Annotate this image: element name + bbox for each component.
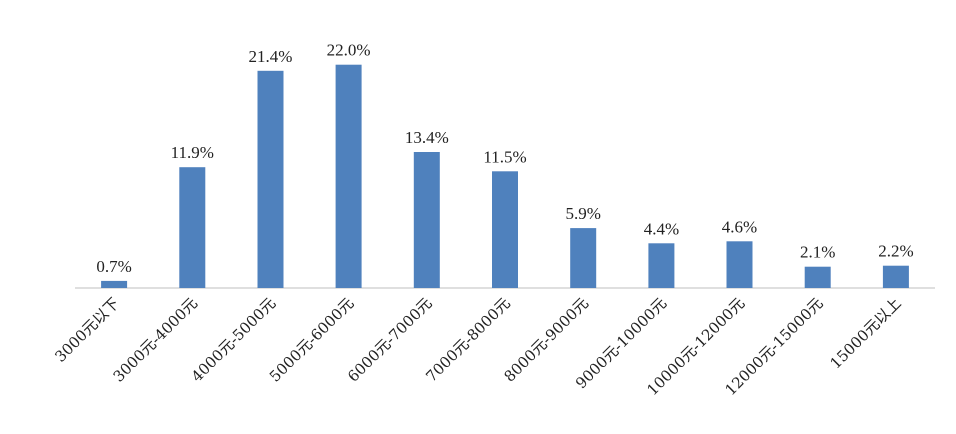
category-tick-label-10: 15000元以上: [826, 294, 904, 372]
value-label-4: 13.4%: [405, 128, 449, 147]
bar-7: [648, 243, 675, 288]
value-label-10: 2.2%: [878, 242, 913, 261]
bar-1: [179, 167, 206, 288]
category-tick-label-5: 7000元-8000元: [422, 294, 514, 386]
bar-10: [882, 265, 909, 288]
bar-8: [726, 241, 753, 288]
value-label-8: 4.6%: [722, 217, 757, 236]
value-label-3: 22.0%: [327, 41, 371, 60]
value-label-1: 11.9%: [171, 143, 214, 162]
value-label-9: 2.1%: [800, 243, 835, 262]
bar-6: [570, 228, 597, 288]
value-labels-group: 0.7% 11.9% 21.4% 22.0% 13.4% 11.5% 5.9% 4.4% 4.6…: [96, 41, 913, 276]
value-label-6: 5.9%: [565, 204, 600, 223]
bars-group: [101, 64, 909, 288]
category-tick-label-6: 8000元-9000元: [501, 294, 593, 386]
bar-5: [492, 171, 518, 288]
category-tick-label-0: 3000元以下: [51, 294, 123, 366]
value-label-0: 0.7%: [96, 257, 131, 276]
bar-2: [257, 70, 284, 288]
bar-4: [413, 152, 440, 288]
value-label-7: 4.4%: [644, 219, 679, 238]
bar-0: [101, 280, 128, 288]
category-tick-label-1: 3000元-4000元: [110, 294, 202, 386]
bar-3: [335, 64, 362, 288]
category-tick-label-3: 5000元-6000元: [266, 294, 358, 386]
category-tick-labels-group: 3000元以下3000元-4000元4000元-5000元5000元-6000元…: [51, 294, 904, 399]
bar-9: [804, 266, 831, 288]
category-tick-label-4: 6000元-7000元: [344, 294, 436, 386]
value-label-5: 11.5%: [483, 147, 526, 166]
value-label-2: 21.4%: [249, 47, 293, 66]
